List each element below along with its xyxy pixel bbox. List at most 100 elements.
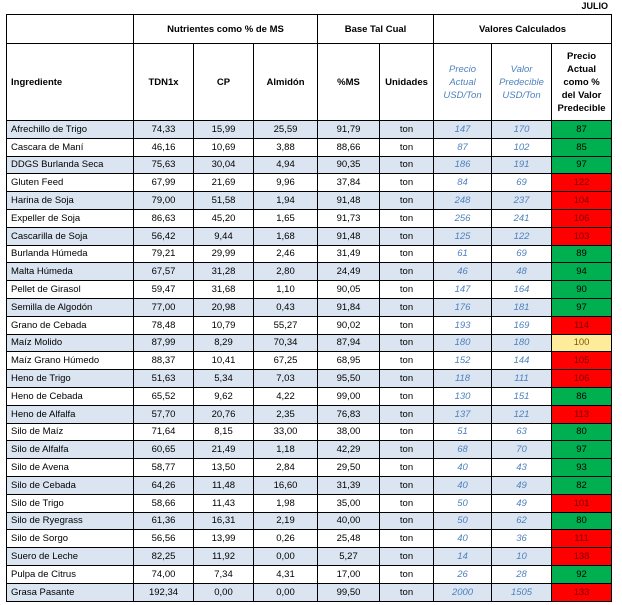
table-row: Silo de Alfalfa 60,65 21,49 1,18 42,29 ton 68 7… bbox=[6, 440, 613, 460]
starch-cell: 70,34 bbox=[253, 333, 318, 353]
predicted-cell: 151 bbox=[491, 386, 553, 406]
cp-cell: 21,69 bbox=[193, 173, 254, 193]
table-row: Pulpa de Citrus 74,00 7,34 4,31 17,00 ton 26 28… bbox=[6, 564, 613, 584]
tdn-cell: 88,37 bbox=[133, 351, 194, 371]
cp-cell: 11,43 bbox=[193, 493, 254, 513]
cp-cell: 8,15 bbox=[193, 422, 254, 442]
ratio-cell: 114 bbox=[551, 315, 613, 335]
table-row: Suero de Leche 82,25 11,92 0,00 5,27 ton 14 10 1… bbox=[6, 547, 613, 566]
ms-cell: 95,50 bbox=[317, 369, 380, 388]
table-row: Semilla de Algodón 77,00 20,98 0,43 91,84 ton… bbox=[6, 297, 613, 317]
unit-cell: ton bbox=[378, 262, 435, 282]
ratio-cell: 80 bbox=[551, 511, 613, 531]
table-row: Expeller de Soja 86,63 45,20 1,65 91,73 ton 25… bbox=[6, 208, 613, 228]
tdn-cell: 75,63 bbox=[133, 155, 194, 175]
tdn-cell: 46,16 bbox=[133, 137, 194, 157]
price-cell: 40 bbox=[433, 475, 493, 495]
ratio-cell: 87 bbox=[551, 120, 613, 139]
unit-cell: ton bbox=[378, 297, 435, 317]
tdn-cell: 56,42 bbox=[133, 226, 194, 246]
ingredient-cell: Heno de Alfalfa bbox=[6, 404, 134, 424]
column-header-row: Ingrediente TDN1x CP Almidón %MS Unidade… bbox=[6, 43, 613, 121]
ratio-cell: 97 bbox=[551, 155, 613, 175]
ingredient-cell: Cascara de Maní bbox=[6, 137, 134, 157]
ms-cell: 17,00 bbox=[317, 564, 380, 584]
starch-cell: 33,00 bbox=[253, 422, 318, 442]
ingredient-cell: Malta Húmeda bbox=[6, 262, 134, 282]
unit-cell: ton bbox=[378, 582, 435, 602]
predicted-cell: 70 bbox=[491, 440, 553, 460]
unit-cell: ton bbox=[378, 226, 435, 246]
tdn-cell: 74,33 bbox=[133, 120, 194, 139]
tdn-cell: 71,64 bbox=[133, 422, 194, 442]
cp-cell: 10,79 bbox=[193, 315, 254, 335]
ms-cell: 91,79 bbox=[317, 120, 380, 139]
predicted-cell: 69 bbox=[491, 173, 553, 193]
predicted-cell: 237 bbox=[491, 191, 553, 210]
starch-cell: 7,03 bbox=[253, 369, 318, 388]
predicted-cell: 1505 bbox=[491, 582, 553, 602]
table-row: Cascara de Maní 46,16 10,69 3,88 88,66 ton 87 1… bbox=[6, 137, 613, 157]
tdn-cell: 86,63 bbox=[133, 208, 194, 228]
predicted-cell: 43 bbox=[491, 458, 553, 477]
ingredient-cell: Harina de Soja bbox=[6, 191, 134, 210]
unit-cell: ton bbox=[378, 493, 435, 513]
unit-cell: ton bbox=[378, 208, 435, 228]
table-row: Silo de Sorgo 56,56 13,99 0,26 25,48 ton 40 36 1… bbox=[6, 529, 613, 549]
ms-cell: 91,73 bbox=[317, 208, 380, 228]
ratio-cell: 90 bbox=[551, 280, 613, 299]
starch-cell: 67,25 bbox=[253, 351, 318, 371]
group-header-base: Base Tal Cual bbox=[316, 14, 435, 44]
starch-cell: 0,43 bbox=[253, 297, 318, 317]
tdn-cell: 67,99 bbox=[133, 173, 194, 193]
cp-cell: 31,28 bbox=[193, 262, 254, 282]
tdn-cell: 82,25 bbox=[133, 547, 194, 566]
ingredient-cell: Maíz Molido bbox=[6, 333, 134, 353]
starch-cell: 4,22 bbox=[253, 386, 318, 406]
col-header-ratio: Precio Actual como % del Valor Predecibl… bbox=[551, 43, 613, 121]
ratio-cell: 86 bbox=[551, 386, 613, 406]
table-row: Maíz Molido 87,99 8,29 70,34 87,94 ton 180 180 1… bbox=[6, 333, 613, 353]
col-header-ingredient: Ingrediente bbox=[6, 43, 134, 121]
price-cell: 40 bbox=[433, 529, 493, 549]
predicted-cell: 36 bbox=[491, 529, 553, 549]
predicted-cell: 102 bbox=[491, 137, 553, 157]
cp-cell: 45,20 bbox=[193, 208, 254, 228]
ingredient-cell: Semilla de Algodón bbox=[6, 297, 134, 317]
ingredient-cell: Silo de Avena bbox=[6, 458, 134, 477]
table-row: Harina de Soja 79,00 51,58 1,94 91,48 ton 248 2… bbox=[6, 191, 613, 210]
unit-cell: ton bbox=[378, 120, 435, 139]
unit-cell: ton bbox=[378, 280, 435, 299]
ms-cell: 90,35 bbox=[317, 155, 380, 175]
starch-cell: 3,88 bbox=[253, 137, 318, 157]
tdn-cell: 79,00 bbox=[133, 191, 194, 210]
predicted-cell: 122 bbox=[491, 226, 553, 246]
cp-cell: 51,58 bbox=[193, 191, 254, 210]
unit-cell: ton bbox=[378, 244, 435, 264]
ingredient-cell: Afrechillo de Trigo bbox=[6, 120, 134, 139]
cp-cell: 16,31 bbox=[193, 511, 254, 531]
starch-cell: 0,26 bbox=[253, 529, 318, 549]
price-cell: 130 bbox=[433, 386, 493, 406]
table-row: Heno de Trigo 51,63 5,34 7,03 95,50 ton 118 111… bbox=[6, 369, 613, 388]
ingredient-cell: Expeller de Soja bbox=[6, 208, 134, 228]
price-cell: 193 bbox=[433, 315, 493, 335]
table-row: Cascarilla de Soja 56,42 9,44 1,68 91,48 ton 1… bbox=[6, 226, 613, 246]
price-cell: 2000 bbox=[433, 582, 493, 602]
col-header-predicted: Valor Predecible USD/Ton bbox=[491, 43, 553, 121]
ms-cell: 31,49 bbox=[317, 244, 380, 264]
tdn-cell: 64,26 bbox=[133, 475, 194, 495]
starch-cell: 2,46 bbox=[253, 244, 318, 264]
unit-cell: ton bbox=[378, 333, 435, 353]
ratio-cell: 82 bbox=[551, 475, 613, 495]
price-cell: 147 bbox=[433, 280, 493, 299]
cp-cell: 0,00 bbox=[193, 582, 254, 602]
predicted-cell: 10 bbox=[491, 547, 553, 566]
price-cell: 14 bbox=[433, 547, 493, 566]
ingredient-cell: Silo de Cebada bbox=[6, 475, 134, 495]
predicted-cell: 164 bbox=[491, 280, 553, 299]
ratio-cell: 104 bbox=[551, 191, 613, 210]
ingredient-cell: DDGS Burlanda Seca bbox=[6, 155, 134, 175]
price-cell: 256 bbox=[433, 208, 493, 228]
cp-cell: 29,99 bbox=[193, 244, 254, 264]
